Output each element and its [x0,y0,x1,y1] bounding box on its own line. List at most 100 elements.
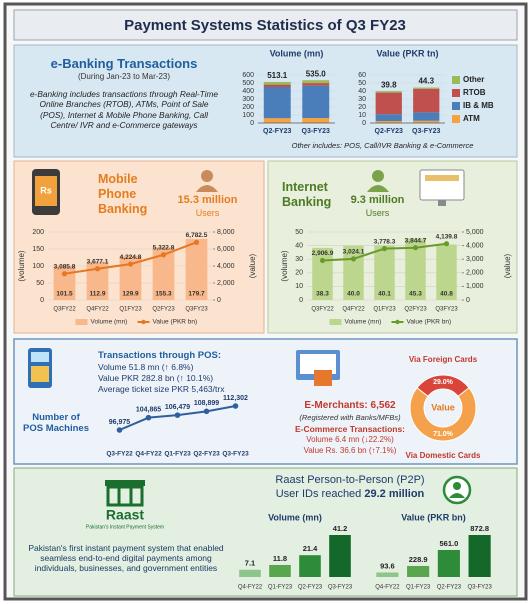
y-tick-label: 50 [358,80,366,87]
slice-label: 29.0% [433,379,454,386]
bar-segment [302,83,330,86]
x-tick-label: Q1FY23 [119,307,142,313]
pos-icon [31,366,49,382]
e-merchants-note: (Registered with Banks/MFBs) [299,413,401,422]
legend-label: ATM [463,114,480,123]
y-tick-label: 0 [299,297,303,304]
y-tick-label: 200 [242,104,254,111]
x-tick-label: Q1-FY23 [164,451,191,458]
bar-label: 40.0 [347,291,360,298]
y-tick-label: 100 [242,112,254,119]
pos-value: Value PKR 282.8 bn (↑ 10.1%) [98,373,214,383]
raast-logo [105,480,145,486]
bar-segment [263,87,291,119]
ebanking-period: (During Jan-23 to Mar-23) [77,72,171,81]
total-label: 44.3 [418,77,434,86]
y-tick-label: 40 [358,88,366,95]
user-icon [196,185,218,192]
y-tick-label: 60 [358,72,366,79]
bar-segment [375,121,402,123]
bar-segment [413,112,440,121]
donut-center: Value [431,402,455,412]
y2-tick-label: 2,000 [217,280,235,287]
chart-title: Value (PKR tn) [376,48,438,58]
y-tick-label: 30 [358,96,366,103]
ebanking-heading: e-Banking Transactions [50,56,198,71]
line-point [412,245,419,251]
line-point [319,257,326,264]
x-tick-label: Q2-FY23 [375,128,404,135]
pos-heading: Transactions through POS: [98,350,221,361]
legend-swatch [452,76,460,84]
line-label: 5,322.8 [153,244,175,251]
phone-icon-text: Rs [40,185,52,195]
bar [436,244,457,300]
bar [86,261,109,300]
bar [119,255,142,300]
line-point [160,252,167,258]
slice-category: Via Domestic Cards [406,451,482,460]
line-point [381,246,388,252]
bar-label: 7.1 [245,559,255,568]
bar-label: 228.9 [409,555,428,564]
y2-tick-label: 4,000 [466,242,484,249]
user-icon [367,185,389,192]
y2-tick-label: 5,000 [466,229,484,236]
line-label: 3,778.3 [374,238,396,245]
pos-panel [13,338,518,465]
bar [53,265,76,300]
ecommerce-value: Value Rs. 36.6 bn (↑7.1%) [303,446,397,455]
bar [269,564,291,577]
point-label: 106,479 [165,404,190,411]
mobile-heading: Mobile Phone Banking [98,172,148,216]
point-label: 104,865 [136,406,161,413]
bar [329,535,351,577]
line-point [61,271,68,277]
bar-segment [413,88,440,113]
x-tick-label: Q3-FY23 [328,585,353,591]
x-tick-label: Q2FY23 [404,307,427,313]
donut-slice [409,387,477,442]
y2-tick-label: 4,000 [217,263,235,270]
y-tick-label: 50 [36,280,44,287]
monitor-icon [438,200,446,206]
ecommerce-heading: E-Commerce Transactions: [294,424,406,434]
x-tick-label: Q2-FY23 [263,128,292,135]
bar-segment [375,114,402,121]
raast-logo-text: Raast [106,507,144,523]
bar-label: 40.1 [378,291,391,298]
bar [185,238,208,300]
pos-point [145,414,152,421]
x-tick-label: Q3FY23 [435,307,458,313]
y2-tick-label: 2,000 [466,270,484,277]
bar-segment [263,84,291,87]
bar-label: 45.3 [409,291,422,298]
slice-label: 71.0% [433,431,454,438]
line-label: 3,677.1 [87,258,109,265]
y-tick-label: 20 [295,270,303,277]
x-tick-label: Q3-FY23 [302,128,331,135]
y-tick-label: 30 [295,256,303,263]
bar [376,572,399,577]
user-icon [372,170,384,182]
legend-label: RTOB [463,88,486,97]
raast-user-ids: User IDs reached 29.2 million [250,488,450,501]
slice-category: Via Foreign Cards [409,355,478,364]
bar-segment [413,87,440,89]
y-tick-label: 50 [295,229,303,236]
bar-label: 561.0 [439,539,458,548]
e-merchants: E-Merchants: 6,562 [304,400,396,411]
user-id-icon [453,482,461,490]
legend-label: Volume (mn) [91,319,128,326]
raast-user-ids-value: 29.2 million [364,488,425,500]
bar [468,535,491,577]
bar-label: 155.3 [155,291,172,298]
y-axis-label: (volume) [280,250,289,281]
mobile-users-label: Users [195,208,220,218]
ecommerce-volume: Volume 6.4 mn (↓22.2%) [306,435,394,444]
x-tick-label: Q3-FY23 [412,128,441,135]
legend-swatch [452,89,460,97]
bar-segment [302,85,330,119]
y-tick-label: 0 [250,120,254,127]
